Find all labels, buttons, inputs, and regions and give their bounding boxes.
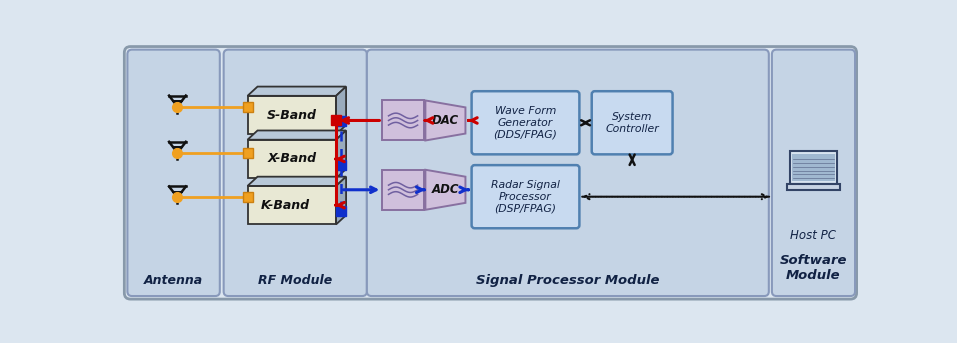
Polygon shape — [426, 170, 465, 210]
Text: ADC: ADC — [432, 183, 459, 196]
Text: System
Controller: System Controller — [605, 112, 659, 133]
Text: S-Band: S-Band — [267, 109, 317, 121]
Text: X-Band: X-Band — [267, 153, 317, 165]
Polygon shape — [336, 130, 346, 178]
Text: Wave Form
Generator
(DDS/FPAG): Wave Form Generator (DDS/FPAG) — [494, 106, 557, 139]
FancyBboxPatch shape — [472, 91, 579, 154]
Text: DAC: DAC — [432, 114, 459, 127]
FancyBboxPatch shape — [591, 91, 673, 154]
Text: K-Band: K-Band — [261, 199, 310, 212]
FancyBboxPatch shape — [772, 50, 855, 296]
Text: Software
Module: Software Module — [780, 254, 847, 282]
Text: Signal Processor Module: Signal Processor Module — [476, 274, 659, 287]
Bar — [382, 100, 424, 141]
Text: Radar Signal
Processor
(DSP/FPAG): Radar Signal Processor (DSP/FPAG) — [491, 180, 560, 213]
Polygon shape — [336, 86, 346, 134]
Polygon shape — [248, 140, 336, 178]
FancyBboxPatch shape — [124, 47, 857, 299]
Bar — [382, 170, 424, 210]
Polygon shape — [426, 100, 465, 141]
Text: Host PC: Host PC — [790, 229, 836, 243]
Polygon shape — [248, 86, 346, 96]
FancyBboxPatch shape — [367, 50, 768, 296]
Polygon shape — [248, 96, 336, 134]
Polygon shape — [336, 177, 346, 224]
FancyBboxPatch shape — [224, 50, 367, 296]
Polygon shape — [248, 186, 336, 224]
FancyBboxPatch shape — [472, 165, 579, 228]
Bar — [792, 154, 835, 181]
Polygon shape — [248, 177, 346, 186]
Text: Antenna: Antenna — [145, 274, 203, 287]
Bar — [787, 184, 840, 190]
Text: RF Module: RF Module — [258, 274, 332, 287]
FancyBboxPatch shape — [127, 50, 220, 296]
Polygon shape — [248, 130, 346, 140]
Bar — [790, 151, 837, 184]
